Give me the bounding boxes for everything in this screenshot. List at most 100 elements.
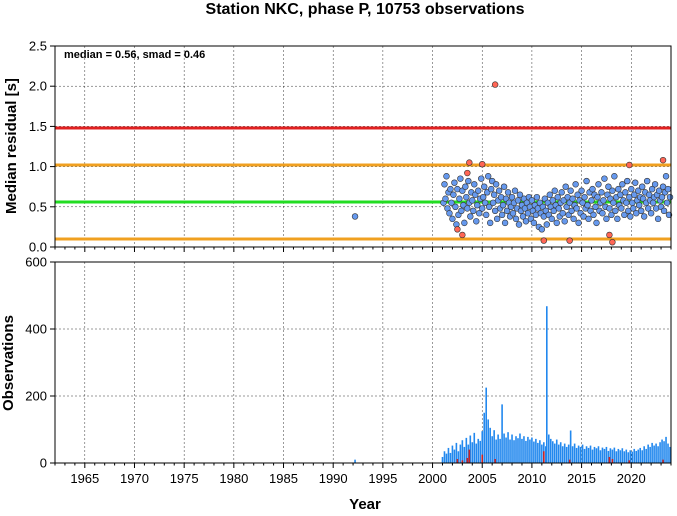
residual-point (492, 181, 500, 188)
residual-point (351, 213, 359, 220)
residual-point (458, 207, 465, 215)
residual-point (573, 205, 580, 212)
observation-bar (633, 448, 636, 463)
observation-bar (531, 437, 533, 463)
observation-bar (589, 445, 592, 463)
observation-bar (441, 456, 444, 463)
outlier-point (479, 160, 486, 168)
observation-bar (619, 450, 622, 463)
outlier-point (491, 81, 499, 88)
residual-point (622, 189, 629, 196)
observation-bar (457, 451, 460, 463)
residual-point (644, 205, 652, 212)
observation-bar (595, 448, 598, 463)
residual-point (631, 191, 638, 198)
residual-point (469, 197, 476, 204)
x-tick-label: 2010 (517, 471, 546, 486)
observation-bar (463, 446, 466, 463)
observation-bar (459, 444, 462, 463)
x-tick-label: 1975 (170, 471, 199, 486)
x-tick-label: 1985 (269, 471, 298, 486)
residual-point (446, 210, 453, 217)
observation-bar (625, 449, 628, 463)
residual-point (585, 215, 592, 223)
residual-point (619, 181, 626, 188)
y-tick-label: 600 (25, 255, 47, 270)
outlier-observation-bar (568, 459, 571, 463)
observation-bar (469, 435, 472, 463)
residual-point (655, 187, 663, 194)
observation-bar (473, 432, 476, 463)
residual-point (561, 218, 568, 225)
residual-point (618, 205, 625, 212)
observation-bar (461, 440, 464, 463)
observation-bar (529, 439, 531, 463)
residual-point (615, 185, 622, 193)
observation-bar (535, 438, 537, 463)
observation-bar (503, 433, 505, 463)
residual-point (485, 203, 493, 211)
residual-point (558, 189, 565, 196)
outlier-point (659, 156, 667, 164)
observation-bar (623, 451, 626, 463)
y-tick-label: 0.5 (29, 199, 47, 214)
observation-bar (495, 439, 497, 463)
x-tick-label: 1990 (319, 471, 348, 486)
residual-point (562, 183, 569, 190)
observation-bar (521, 438, 523, 463)
residual-point (451, 179, 458, 186)
observation-bar (517, 438, 519, 463)
residual-point (665, 211, 673, 219)
observation-bar (505, 437, 507, 463)
observation-bar (601, 447, 604, 463)
residual-point (509, 210, 517, 217)
observation-bar (583, 448, 586, 463)
residual-point (662, 173, 670, 180)
observation-bar (641, 450, 643, 463)
residual-point (614, 215, 621, 223)
residual-point (443, 173, 450, 180)
observation-bar (497, 434, 499, 463)
observation-bar (647, 444, 649, 463)
residual-point (551, 187, 558, 194)
residual-point (643, 177, 651, 185)
outlier-point (626, 161, 633, 169)
observation-bar (669, 446, 671, 463)
outlier-point (540, 237, 548, 244)
residual-point (666, 193, 674, 201)
y-tick-label: 2.5 (29, 39, 47, 54)
residual-point (441, 181, 448, 188)
y-tick-label: 1.0 (29, 159, 47, 174)
residual-point (450, 191, 457, 198)
residual-point (559, 210, 566, 217)
residual-point (612, 207, 619, 215)
residual-point (519, 213, 527, 220)
observation-bar (591, 449, 594, 463)
observation-bar (451, 445, 454, 463)
observation-bar (649, 446, 651, 463)
y-tick-label: 1.5 (29, 119, 47, 134)
residual-point (456, 195, 463, 202)
residual-point (484, 173, 492, 180)
residual-point (448, 199, 455, 206)
outlier-point (566, 237, 573, 244)
observation-bar (445, 453, 448, 463)
observation-bar (617, 448, 620, 463)
residual-point (463, 193, 470, 201)
residual-point (637, 207, 645, 215)
residual-point (528, 197, 536, 204)
observation-bar (557, 444, 560, 463)
observation-bar (605, 446, 608, 463)
outlier-observation-bar (608, 456, 611, 463)
observation-bar (637, 449, 640, 463)
residual-point (589, 185, 596, 193)
residual-point (660, 207, 668, 215)
observation-bar (533, 441, 535, 463)
outlier-point (464, 169, 471, 177)
residual-scatter-plot: 0.0 0.5 1.0 1.5 2.0 2.5 (29, 39, 674, 255)
residual-point (475, 187, 482, 194)
observation-bar (577, 445, 580, 463)
observation-bar (547, 434, 550, 463)
observation-bar (645, 448, 647, 463)
residual-point (447, 185, 454, 193)
